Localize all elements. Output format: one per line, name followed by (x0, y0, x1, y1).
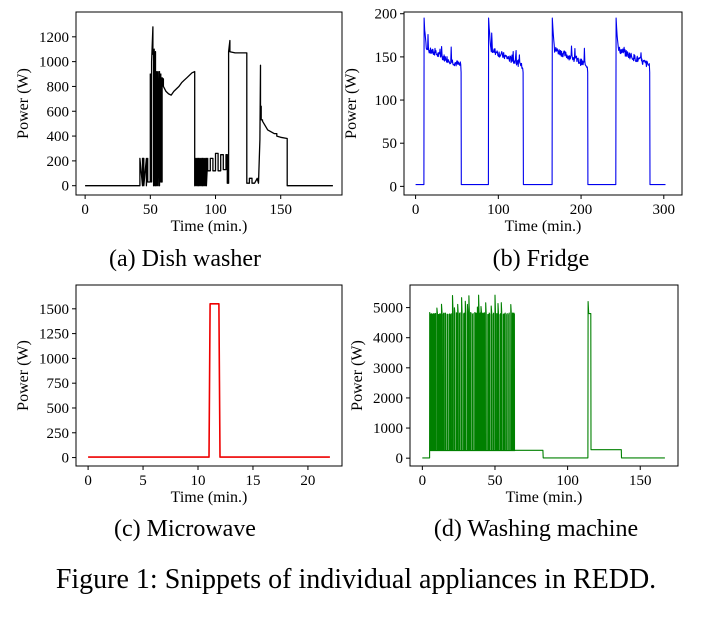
y-tick-label: 0 (390, 179, 398, 195)
figure-caption: Figure 1: Snippets of individual applian… (55, 564, 657, 595)
y-tick-label: 4000 (373, 331, 403, 347)
y-tick-label: 600 (47, 104, 70, 120)
plot-frame (75, 11, 343, 196)
y-tick-label: 200 (375, 7, 398, 23)
x-tick-label: 10 (191, 473, 206, 489)
y-tick-label: 1500 (39, 302, 69, 318)
plot-frame (403, 11, 683, 196)
y-tick-label: 200 (47, 154, 70, 170)
x-tick-label: 200 (570, 202, 593, 218)
chart-washing-machine: 0 1000 2000 3000 4000 5000 0 50 100 150 Time (min.… (349, 284, 679, 506)
y-tick-label: 0 (62, 451, 70, 467)
y-tick-label: 1000 (39, 55, 69, 71)
y-axis-label: Power (W) (349, 340, 366, 411)
x-tick-label: 150 (269, 202, 292, 218)
x-tick-label: 150 (629, 473, 652, 489)
x-tick-label: 0 (419, 473, 427, 489)
y-tick-label: 150 (375, 50, 398, 66)
x-tick-label: 100 (487, 202, 510, 218)
y-tick-label: 250 (47, 426, 70, 442)
x-tick-label: 5 (139, 473, 147, 489)
x-tick-label: 0 (81, 202, 89, 218)
chart-fridge: 0 50 100 150 200 0 100 200 300 Time (min.) Power (… (343, 7, 683, 235)
chart-microwave: 0 250 500 750 1000 1250 1500 0 5 10 15 20 Time (min.… (15, 284, 343, 506)
y-tick-label: 1000 (373, 421, 403, 437)
series-line (422, 294, 665, 459)
y-axis-label: Power (W) (343, 68, 360, 139)
y-tick-label: 750 (47, 376, 70, 392)
x-tick-label: 0 (412, 202, 420, 218)
series-line (88, 302, 330, 458)
y-tick-label: 100 (375, 93, 398, 109)
y-tick-label: 500 (47, 401, 70, 417)
x-axis-label: Time (min.) (171, 489, 248, 506)
x-axis-label: Time (min.) (171, 218, 248, 235)
y-tick-label: 0 (62, 179, 70, 195)
x-tick-label: 100 (204, 202, 227, 218)
plot-frame (409, 284, 679, 467)
x-axis-label: Time (min.) (505, 218, 582, 235)
chart-dish-washer: 0 200 400 600 800 1000 1200 0 50 100 150 Time (min.… (15, 11, 343, 235)
caption-dish-washer: (a) Dish washer (109, 246, 261, 272)
y-tick-label: 1000 (39, 351, 69, 367)
x-tick-label: 15 (245, 473, 260, 489)
y-tick-label: 800 (47, 79, 70, 95)
y-tick-label: 5000 (373, 301, 403, 317)
x-axis-label: Time (min.) (506, 489, 583, 506)
caption-fridge: (b) Fridge (492, 246, 590, 272)
series-line (85, 26, 333, 187)
y-tick-label: 0 (396, 451, 404, 467)
x-tick-label: 20 (300, 473, 315, 489)
y-tick-label: 50 (382, 136, 397, 152)
y-tick-label: 2000 (373, 391, 403, 407)
caption-washing-machine: (d) Washing machine (433, 516, 639, 542)
y-tick-label: 400 (47, 129, 70, 145)
plot-frame (75, 284, 343, 467)
x-tick-label: 100 (556, 473, 579, 489)
y-axis-label: Power (W) (15, 68, 32, 139)
y-tick-label: 1200 (39, 30, 69, 46)
x-tick-label: 50 (487, 473, 502, 489)
x-tick-label: 0 (84, 473, 92, 489)
y-axis-label: Power (W) (15, 340, 32, 411)
x-tick-label: 300 (653, 202, 676, 218)
x-tick-label: 50 (143, 202, 158, 218)
series-line (415, 17, 666, 186)
y-tick-label: 3000 (373, 361, 403, 377)
caption-microwave: (c) Microwave (114, 516, 256, 542)
y-tick-label: 1250 (39, 327, 69, 343)
